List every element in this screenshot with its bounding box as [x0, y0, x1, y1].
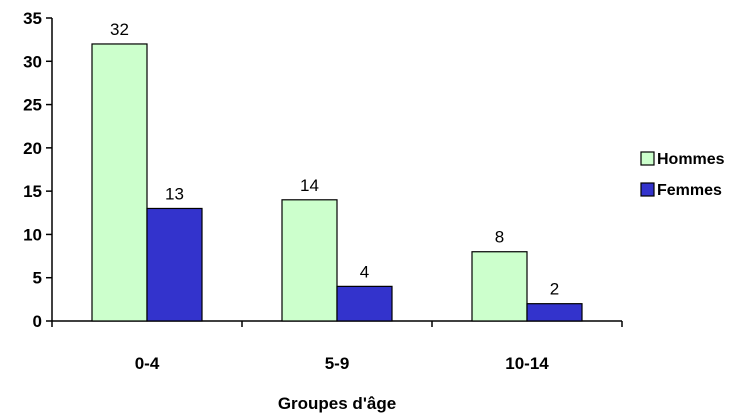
legend-label-hommes: Hommes — [657, 151, 725, 168]
y-tick-label: 20 — [23, 139, 42, 158]
data-label: 4 — [360, 262, 369, 281]
bar-hommes-0-4 — [91, 43, 148, 322]
data-label: 32 — [110, 20, 129, 39]
bar-femmes-0-4 — [146, 207, 203, 322]
x-axis-title: Groupes d'âge — [278, 394, 396, 413]
data-label: 13 — [165, 184, 184, 203]
y-tick-label: 35 — [23, 9, 42, 28]
data-label: 14 — [300, 176, 319, 195]
legend-swatch-femmes — [640, 182, 655, 197]
data-labels: 32 13 14 4 8 2 — [110, 20, 559, 299]
bar-femmes-5-9 — [336, 285, 393, 322]
bar-hommes-5-9 — [281, 199, 338, 322]
y-tick-label: 30 — [23, 52, 42, 71]
y-tick-label: 5 — [33, 269, 42, 288]
x-tick-label: 5-9 — [325, 354, 350, 373]
y-tick-label: 0 — [33, 312, 42, 331]
bar-hommes-10-14 — [471, 251, 528, 322]
x-tick-label: 10-14 — [505, 354, 549, 373]
legend-label-femmes: Femmes — [657, 182, 722, 199]
y-tick-label: 25 — [23, 96, 42, 115]
y-tick-label: 15 — [23, 182, 42, 201]
legend: Hommes Femmes — [640, 151, 725, 199]
legend-swatch-hommes — [640, 151, 655, 166]
bar-femmes-10-14 — [526, 303, 583, 322]
y-tick-label: 10 — [23, 225, 42, 244]
bars — [91, 43, 583, 322]
data-label: 2 — [550, 280, 559, 299]
data-label: 8 — [495, 228, 504, 247]
x-tick-label: 0-4 — [135, 354, 160, 373]
